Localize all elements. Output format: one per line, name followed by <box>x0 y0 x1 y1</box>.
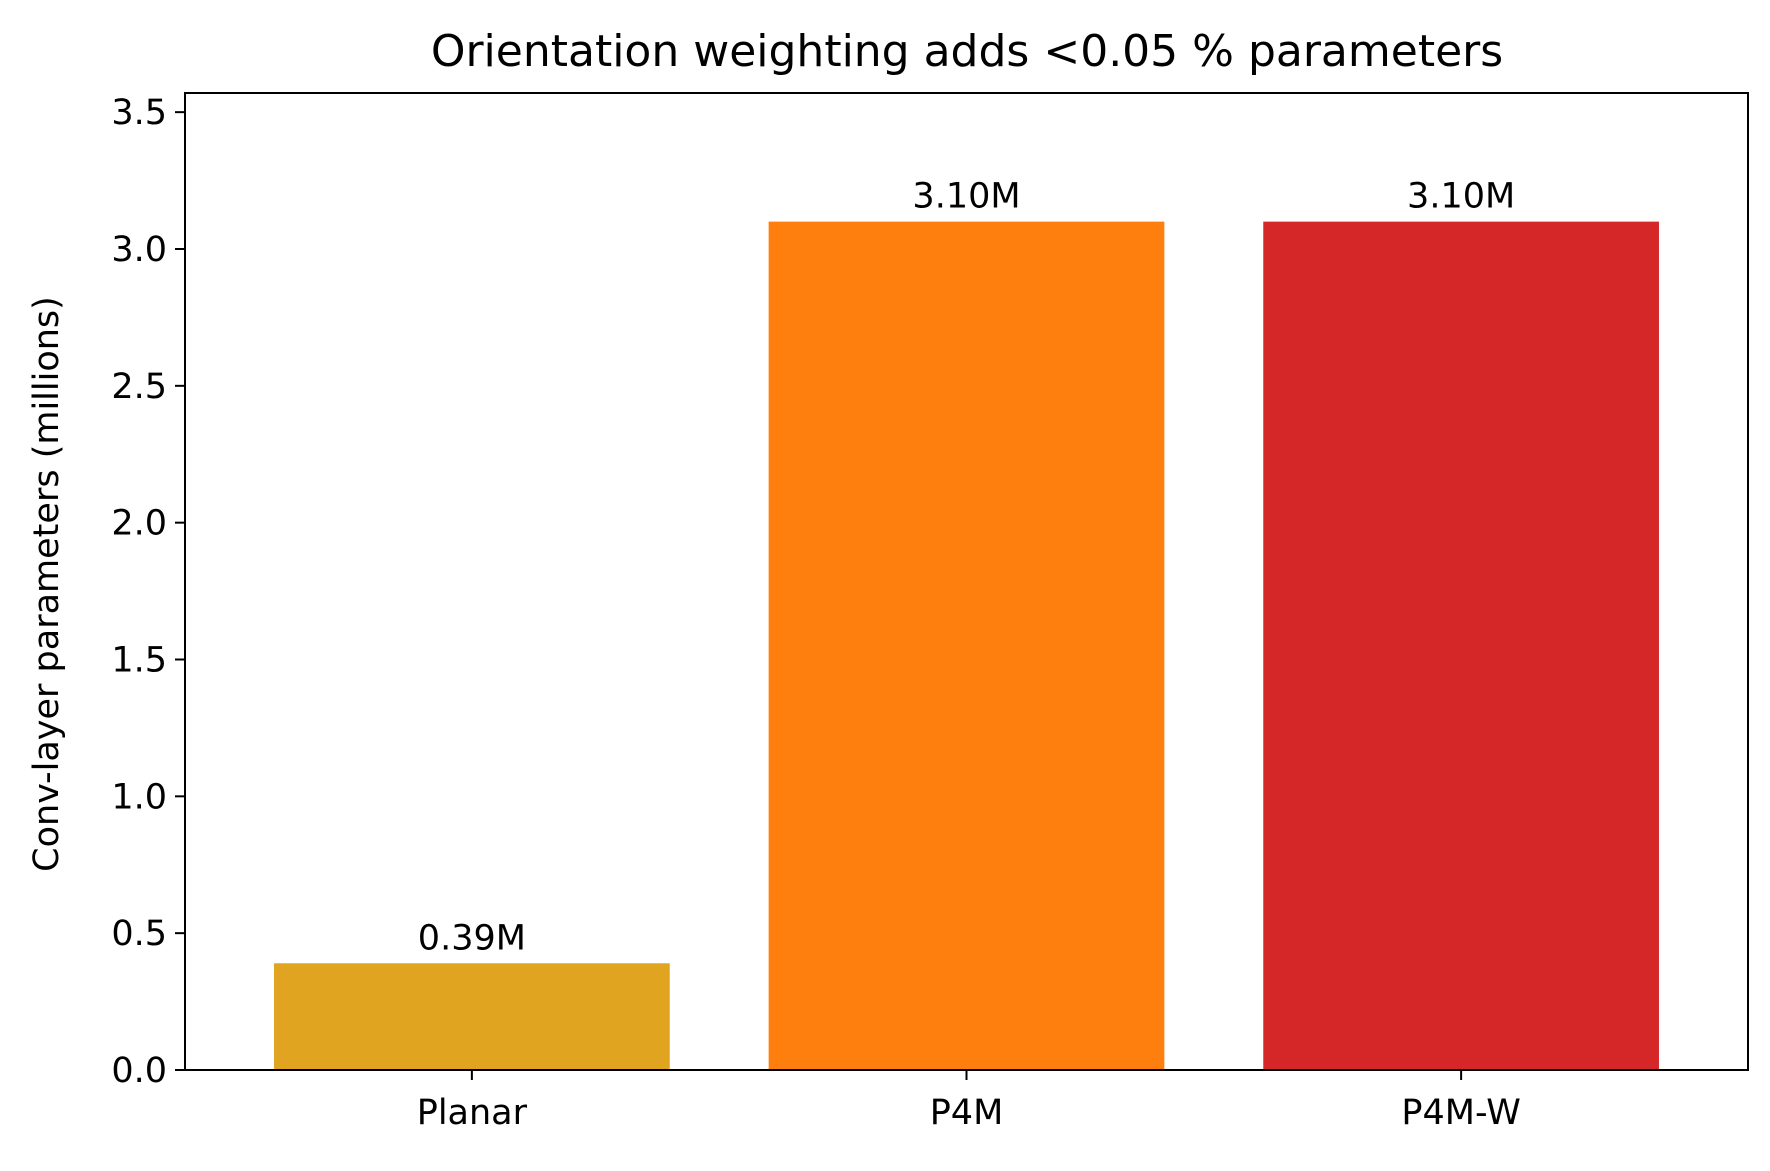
y-axis-label: Conv-layer parameters (millions) <box>27 296 67 872</box>
bar-planar <box>274 963 670 1070</box>
x-tick-label-planar: Planar <box>417 1093 528 1133</box>
y-tick-label: 0.0 <box>111 1051 167 1091</box>
chart-title: Orientation weighting adds <0.05 % param… <box>431 26 1503 77</box>
data-label-p4m: 3.10M <box>912 177 1020 217</box>
x-tick-label-p4m: P4M <box>930 1093 1004 1133</box>
y-tick-label: 0.5 <box>111 914 167 954</box>
y-tick-label: 1.5 <box>111 640 167 680</box>
bar-p4m-w <box>1263 221 1659 1071</box>
data-labels-group: 0.39M 3.10M 3.10M <box>418 177 1515 959</box>
y-tick-label: 3.0 <box>111 230 167 270</box>
plot-frame <box>184 92 1749 1071</box>
y-axis-ticks: 0.0 0.5 1.0 1.5 2.0 2.5 3.0 3.5 <box>111 93 185 1091</box>
y-tick-label: 1.0 <box>111 777 167 817</box>
bar-p4m <box>768 221 1165 1071</box>
bars-group <box>274 221 1659 1071</box>
data-label-p4m-w: 3.10M <box>1407 177 1515 217</box>
x-axis-ticks: Planar P4M P4M-W <box>417 1070 1521 1133</box>
y-tick-label: 2.5 <box>111 367 167 407</box>
y-tick-label: 3.5 <box>111 93 167 133</box>
y-tick-label: 2.0 <box>111 504 167 544</box>
data-label-planar: 0.39M <box>418 918 526 958</box>
x-tick-label-p4m-w: P4M-W <box>1401 1093 1520 1133</box>
